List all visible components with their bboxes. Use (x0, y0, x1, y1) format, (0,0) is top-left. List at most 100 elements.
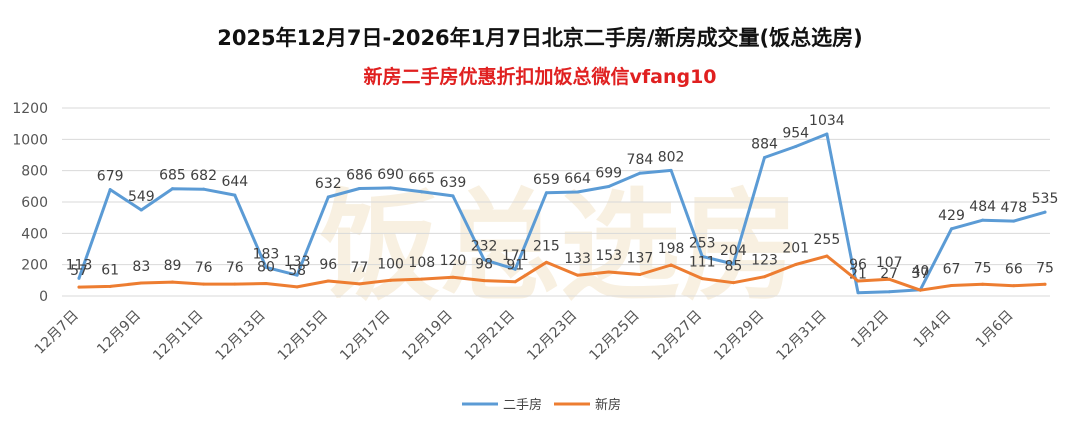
x-tick-label: 12月11日 (150, 308, 206, 364)
data-point (139, 281, 143, 285)
data-label: 632 (315, 176, 342, 192)
legend-label-new: 新房 (595, 397, 621, 413)
data-label: 40 (911, 264, 929, 280)
data-label: 429 (938, 208, 965, 224)
x-tick-label: 12月13日 (212, 308, 268, 364)
data-label: 100 (377, 256, 404, 272)
data-point (950, 284, 954, 288)
y-tick-label: 400 (21, 226, 48, 242)
data-point (700, 254, 704, 258)
data-label: 679 (97, 169, 124, 185)
data-label: 253 (689, 235, 716, 251)
data-point (794, 263, 798, 267)
data-point (981, 282, 985, 286)
data-label: 535 (1032, 191, 1059, 207)
y-tick-label: 200 (21, 258, 48, 274)
data-point (326, 195, 330, 199)
data-point (856, 279, 860, 283)
data-point (77, 276, 81, 280)
data-point (856, 291, 860, 295)
x-tick-label: 1月2日 (848, 308, 892, 352)
data-point (389, 186, 393, 190)
data-point (202, 282, 206, 286)
data-point (1043, 210, 1047, 214)
data-point (170, 280, 174, 284)
data-point (295, 285, 299, 289)
series-line-new (77, 254, 1047, 292)
data-label: 198 (658, 241, 685, 257)
data-label: 232 (471, 239, 498, 255)
data-point (576, 273, 580, 277)
data-label: 686 (346, 168, 373, 184)
data-label: 183 (253, 246, 280, 262)
data-label: 484 (969, 199, 996, 215)
data-point (1043, 282, 1047, 286)
data-label: 685 (159, 168, 186, 184)
chart-subtitle: 新房二手房优惠折扣加饭总微信vfang10 (363, 66, 717, 88)
data-point (825, 132, 829, 136)
data-label: 91 (506, 258, 524, 274)
series-line-secondhand (77, 132, 1047, 295)
data-label: 83 (132, 259, 150, 275)
data-label: 802 (658, 149, 685, 165)
data-point (451, 194, 455, 198)
data-point (700, 277, 704, 281)
data-label: 58 (288, 263, 306, 279)
data-label: 639 (440, 175, 467, 191)
data-point (295, 273, 299, 277)
data-label: 478 (1000, 200, 1027, 216)
data-point (108, 188, 112, 192)
data-label: 690 (377, 167, 404, 183)
data-label: 884 (751, 137, 778, 153)
data-label: 37 (911, 266, 929, 282)
data-label: 61 (101, 262, 119, 278)
data-point (607, 184, 611, 188)
data-label: 89 (164, 258, 182, 274)
data-point (669, 263, 673, 267)
data-label: 75 (1036, 260, 1054, 276)
x-tick-label: 1月4日 (911, 308, 955, 352)
data-point (513, 267, 517, 271)
data-label: 549 (128, 189, 155, 205)
data-point (233, 193, 237, 197)
data-point (482, 258, 486, 262)
data-point (264, 265, 268, 269)
data-point (887, 290, 891, 294)
data-label: 66 (1005, 262, 1023, 278)
data-point (233, 282, 237, 286)
data-point (576, 190, 580, 194)
data-label: 171 (502, 248, 529, 264)
data-point (139, 208, 143, 212)
data-label: 85 (724, 259, 742, 275)
data-point (607, 270, 611, 274)
data-point (420, 277, 424, 281)
data-label: 120 (440, 253, 467, 269)
data-label: 98 (475, 257, 493, 273)
data-point (731, 281, 735, 285)
data-label: 76 (226, 260, 244, 276)
y-tick-label: 1200 (12, 101, 48, 117)
data-label: 153 (595, 248, 622, 264)
data-point (763, 156, 767, 160)
data-point (108, 284, 112, 288)
data-point (1012, 284, 1016, 288)
data-label: 215 (533, 238, 560, 254)
y-tick-label: 0 (39, 289, 48, 305)
data-point (950, 227, 954, 231)
data-label: 201 (782, 241, 809, 257)
y-tick-label: 600 (21, 195, 48, 211)
data-point (326, 279, 330, 283)
data-point (731, 262, 735, 266)
data-point (544, 260, 548, 264)
data-label: 27 (880, 266, 898, 282)
data-point (357, 282, 361, 286)
x-tick-label: 12月9日 (94, 308, 144, 358)
data-label: 784 (627, 152, 654, 168)
data-label: 113 (66, 257, 93, 273)
data-label: 108 (408, 255, 435, 271)
chart-title: 2025年12月7日-2026年1月7日北京二手房/新房成交量(饭总选房) (217, 26, 863, 50)
data-label: 57 (70, 263, 88, 279)
data-point (1012, 219, 1016, 223)
data-label: 133 (284, 254, 311, 270)
